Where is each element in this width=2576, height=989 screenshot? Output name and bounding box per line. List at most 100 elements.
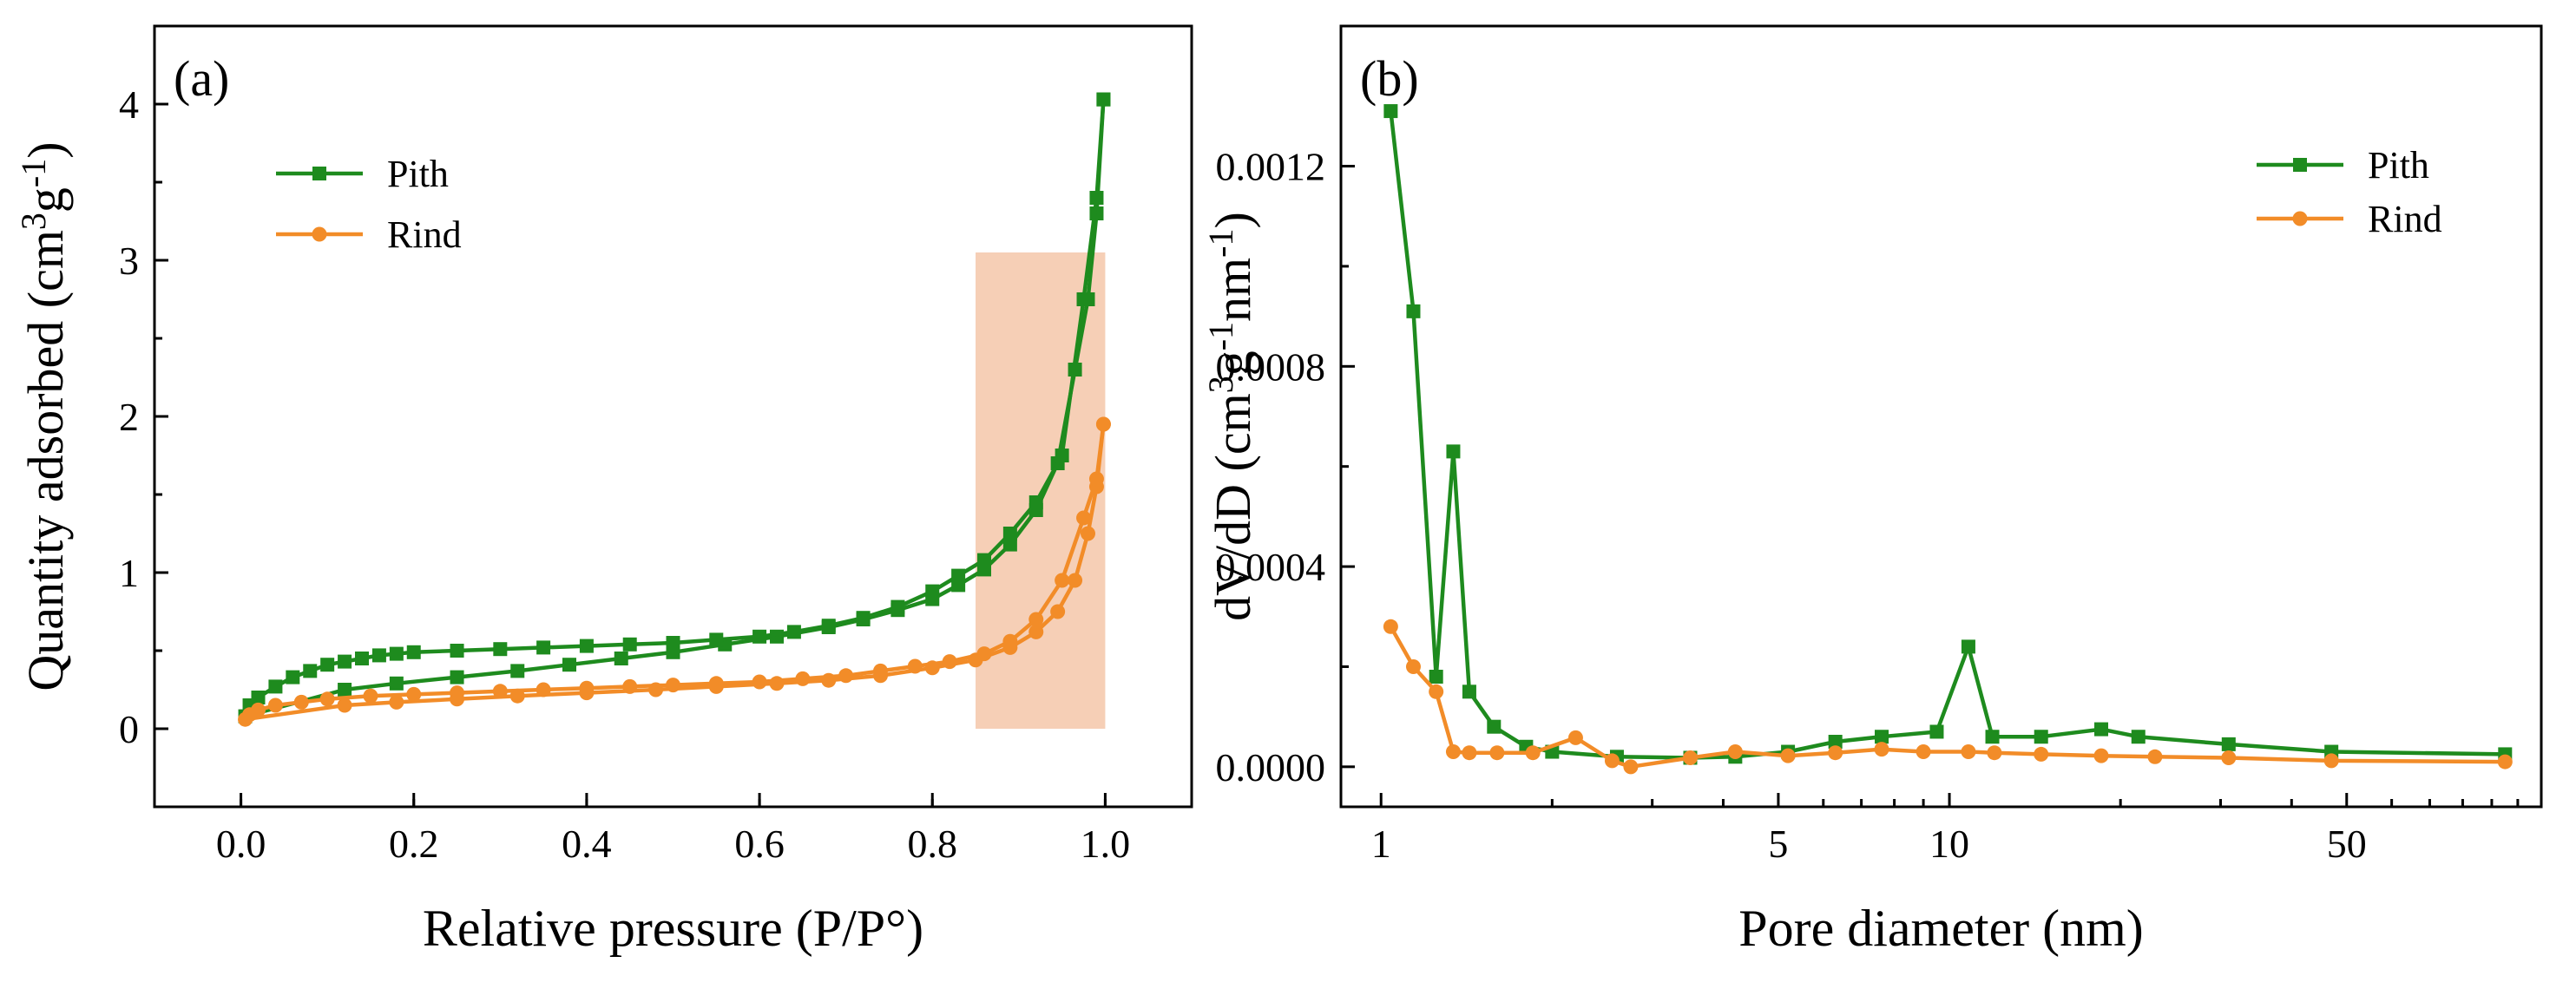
rind-desorption-point (1095, 416, 1111, 432)
panel-b: 1 5 10 50 0.0000 0.0004 0.0008 0.0012 (b) Pore … (1201, 24, 2543, 957)
pith-adsorption-point (1002, 537, 1017, 552)
panel-a-axes: 0.0 0.2 0.4 0.6 0.8 1.0 0 1 2 3 4 (119, 24, 1131, 866)
panel-a-y-title-sup2: -1 (14, 159, 53, 187)
rind-point (2323, 753, 2339, 769)
pith-desorption-point (1055, 449, 1069, 462)
rind-desorption-point (536, 682, 551, 698)
rind-desorption-point (795, 671, 811, 686)
rind-point (1525, 745, 1541, 761)
pith-point (2131, 730, 2146, 744)
rind-adsorption-point (1068, 573, 1083, 588)
rind-point (1429, 684, 1444, 699)
rind-point (2034, 746, 2049, 762)
rind-point (1604, 753, 1620, 769)
x-tick-label: 0.0 (216, 822, 266, 866)
legend-label: Rind (387, 213, 462, 256)
rind-point (1445, 744, 1461, 760)
pith-desorption-point (286, 670, 300, 684)
rind-point (1828, 745, 1843, 761)
rind-adsorption-point (769, 676, 785, 691)
x-tick-label: 1 (1371, 822, 1391, 866)
series-rind (238, 416, 1111, 727)
rind-adsorption-point (1028, 624, 1044, 639)
rind-desorption-line (248, 423, 1106, 717)
rind-desorption-point (752, 674, 767, 690)
rind-desorption-point (1088, 471, 1104, 487)
pith-desorption-point (338, 654, 352, 669)
pith-desorption-point (450, 644, 464, 658)
pith-adsorption-point (389, 676, 404, 691)
pith-desorption-point (951, 568, 966, 583)
x-tick-label: 1.0 (1081, 822, 1131, 866)
rind-desorption-point (1002, 633, 1018, 649)
pith-point (1446, 444, 1461, 459)
rind-point (2147, 749, 2163, 764)
pith-point (2221, 737, 2236, 751)
panel-a-plot-area (238, 92, 1111, 727)
x-tick-label: 0.2 (389, 822, 439, 866)
rind-desorption-point (622, 678, 638, 694)
rind-adsorption-point (1050, 604, 1066, 619)
pith-point (1406, 304, 1421, 318)
pith-adsorption-point (338, 683, 352, 697)
pith-point (1828, 735, 1843, 749)
rind-desorption-point (873, 663, 888, 678)
pith-desorption-point (268, 679, 283, 694)
panel-b-y-title-sup2: -1 (1201, 322, 1240, 350)
panel-b-x-axis-title: Pore diameter (nm) (1738, 900, 2144, 957)
panel-a-y-title-sup1: 3 (14, 213, 53, 230)
pith-point (2094, 722, 2109, 737)
rind-point (1780, 748, 1796, 763)
pith-point (1929, 724, 1944, 739)
rind-desorption-point (450, 685, 465, 701)
panel-a-label: (a) (174, 50, 229, 107)
rind-desorption-point (708, 676, 724, 691)
y-tick-label: 0 (119, 707, 139, 751)
panel-b-y-title-sup1: 3 (1201, 376, 1240, 393)
rind-point (1727, 744, 1743, 760)
rind-point (1987, 745, 2002, 761)
y-tick-label: 2 (119, 395, 139, 439)
rind-point (1961, 744, 1976, 760)
series-rind (1383, 619, 2513, 775)
y-tick-label: 3 (119, 239, 139, 283)
panel-b-y-title-mid2: nm (1205, 258, 1261, 322)
pith-adsorption-point (510, 664, 525, 678)
rind-desorption-point (942, 654, 957, 670)
y-tick-label: 4 (119, 82, 139, 127)
pith-desorption-point (320, 658, 335, 672)
x-tick-label: 0.4 (562, 822, 612, 866)
x-tick-label: 10 (1929, 822, 1969, 866)
rind-desorption-point (838, 668, 854, 684)
rind-point (2497, 754, 2513, 770)
pith-desorption-point (303, 664, 318, 678)
y-tick-label: 0.0008 (1216, 344, 1326, 389)
rind-desorption-point (406, 686, 422, 702)
pith-point (1875, 730, 1889, 744)
panel-b-axes: 1 5 10 50 0.0000 0.0004 0.0008 0.0012 (1216, 145, 2520, 866)
rind-desorption-point (579, 680, 595, 696)
pith-desorption-point (752, 629, 767, 644)
pith-point (1985, 730, 2000, 744)
pith-desorption-line (247, 99, 1106, 707)
pith-point (1429, 670, 1443, 684)
rind-desorption-point (492, 684, 508, 699)
panel-b-plot-area (1383, 104, 2513, 775)
legend-label: Pith (387, 153, 449, 195)
pith-desorption-point (371, 648, 386, 663)
pith-desorption-point (406, 645, 421, 659)
rind-desorption-point (319, 691, 335, 707)
panel-a-legend: Pith Rind (276, 153, 462, 256)
panel-b-y-axis-title: dV/dD (cm3g-1nm-1) (1201, 212, 1261, 621)
rind-desorption-point (666, 678, 680, 693)
y-tick-label: 0.0004 (1216, 545, 1326, 589)
rind-adsorption-point (337, 698, 352, 713)
pith-desorption-point (536, 640, 551, 655)
rind-desorption-point (363, 688, 378, 704)
panel-b-y-title-main: dV/dD (cm (1205, 393, 1261, 621)
pith-point (1487, 719, 1502, 734)
panel-a: 0.0 0.2 0.4 0.6 0.8 1.0 0 1 2 3 4 (a) Relative pre… (14, 24, 1193, 957)
panel-b-y-title-mid: g (1205, 350, 1261, 376)
legend-item-rind: Rind (276, 213, 462, 256)
rind-point (1916, 744, 1931, 760)
